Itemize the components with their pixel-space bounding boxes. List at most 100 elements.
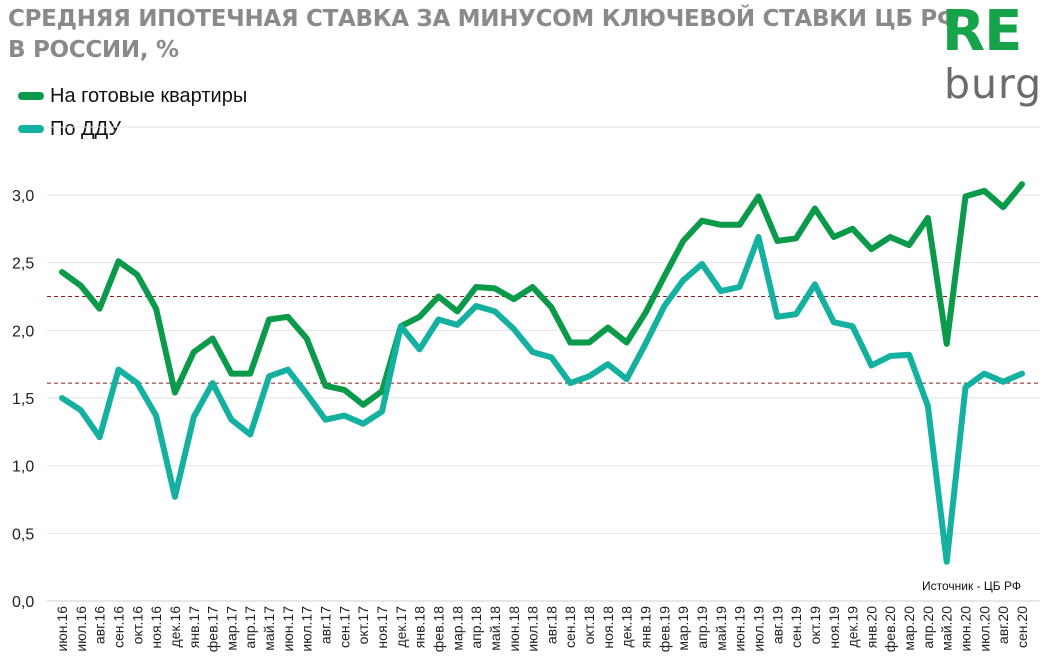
x-tick-label: дек.19 (845, 606, 861, 648)
data-point-ready (643, 310, 649, 316)
x-tick-label: фев.18 (430, 606, 446, 652)
data-point-ready (153, 306, 159, 312)
x-tick-label: июл.20 (976, 606, 992, 652)
data-point-ready (981, 188, 987, 194)
data-point-ddu (323, 417, 329, 423)
data-point-ddu (115, 367, 121, 373)
x-tick-label: май.19 (713, 606, 729, 651)
data-point-ddu (379, 409, 385, 415)
x-tick-label: ноя.18 (600, 606, 616, 649)
data-point-ddu (360, 421, 366, 427)
data-point-ddu (210, 380, 216, 386)
x-tick-label: май.17 (261, 606, 277, 651)
data-point-ready (78, 283, 84, 289)
data-point-ddu (78, 407, 84, 413)
reburg-logo: RE burg (942, 0, 1041, 114)
data-point-ready (624, 340, 630, 346)
chart-title-line-2: В РОССИИ, % (8, 37, 179, 63)
data-point-ready (680, 238, 686, 244)
data-point-ready (605, 325, 611, 331)
data-point-ready (266, 317, 272, 323)
data-point-ddu (398, 323, 404, 329)
data-point-ddu (680, 277, 686, 283)
series-line-ddu (59, 234, 1025, 565)
x-tick-label: июл.16 (73, 606, 89, 652)
y-tick-label: 1,0 (12, 459, 34, 476)
y-tick-label: 2,5 (12, 256, 34, 273)
y-tick-label: 2,0 (12, 323, 34, 340)
x-tick-label: мар.19 (675, 606, 691, 651)
data-point-ready (774, 238, 780, 244)
x-tick-label: янв.19 (638, 606, 654, 648)
legend-item-ready: На готовые квартиры (18, 81, 247, 111)
data-point-ddu (793, 311, 799, 317)
x-tick-label: ноя.17 (374, 606, 390, 649)
x-tick-label: ноя.16 (148, 606, 164, 649)
data-point-ddu (605, 361, 611, 367)
x-tick-label: май.20 (939, 606, 955, 651)
x-tick-label: апр.20 (920, 606, 936, 649)
data-point-ready (548, 304, 554, 310)
x-tick-label: ноя.19 (826, 606, 842, 649)
x-tick-label: апр.19 (694, 606, 710, 649)
data-point-ddu (737, 284, 743, 290)
data-point-ready (285, 314, 291, 320)
x-tick-label: авг.17 (318, 606, 334, 644)
data-point-ready (492, 285, 498, 291)
data-point-ready (228, 371, 234, 377)
data-point-ddu (417, 346, 423, 352)
data-point-ddu (944, 559, 950, 565)
x-tick-label: май.18 (487, 606, 503, 651)
data-point-ddu (1000, 379, 1006, 385)
data-point-ddu (435, 317, 441, 323)
data-point-ready (812, 206, 818, 212)
x-tick-label: июн.19 (732, 606, 748, 652)
data-point-ready (887, 234, 893, 240)
data-point-ready (191, 349, 197, 355)
data-point-ddu (530, 349, 536, 355)
x-tick-label: апр.17 (242, 606, 258, 649)
series-line-ready (59, 181, 1025, 408)
legend-swatch-ready (18, 92, 44, 100)
data-point-ddu (850, 323, 856, 329)
x-tick-label: окт.18 (581, 606, 597, 645)
data-point-ddu (285, 367, 291, 373)
data-point-ready (661, 273, 667, 279)
data-point-ddu (925, 403, 931, 409)
data-point-ddu (661, 303, 667, 309)
data-point-ddu (473, 303, 479, 309)
x-tick-label: дек.17 (393, 606, 409, 648)
legend-item-ddu: По ДДУ (18, 114, 121, 144)
data-point-ready (341, 387, 347, 393)
chart-title-line-1: СРЕДНЯЯ ИПОТЕЧНАЯ СТАВКА ЗА МИНУСОМ КЛЮЧ… (8, 6, 960, 32)
data-point-ready (417, 314, 423, 320)
data-point-ddu (247, 432, 253, 438)
x-tick-label: июн.20 (958, 606, 974, 652)
x-tick-label: фев.17 (205, 606, 221, 652)
y-tick-label: 3,0 (12, 188, 34, 205)
x-tick-label: июл.19 (750, 606, 766, 652)
data-point-ready (473, 284, 479, 290)
data-point-ddu (341, 413, 347, 419)
x-tick-label: апр.18 (468, 606, 484, 649)
x-tick-label: авг.19 (769, 606, 785, 644)
data-point-ready (247, 371, 253, 377)
data-point-ready (59, 269, 65, 275)
data-point-ready (97, 306, 103, 312)
data-point-ddu (906, 352, 912, 358)
x-tick-label: сен.17 (336, 606, 352, 648)
data-series (59, 181, 1025, 565)
data-point-ddu (191, 414, 197, 420)
x-tick-label: авг.16 (92, 606, 108, 644)
logo-re-text: RE (942, 0, 1022, 64)
data-point-ddu (963, 384, 969, 390)
x-tick-label: дек.16 (167, 606, 183, 648)
data-point-ready (567, 340, 573, 346)
data-point-ready (379, 388, 385, 394)
x-tick-label: фев.20 (882, 606, 898, 652)
data-point-ddu (812, 281, 818, 287)
data-point-ready (454, 308, 460, 314)
data-point-ready (850, 226, 856, 232)
data-point-ddu (172, 494, 178, 500)
